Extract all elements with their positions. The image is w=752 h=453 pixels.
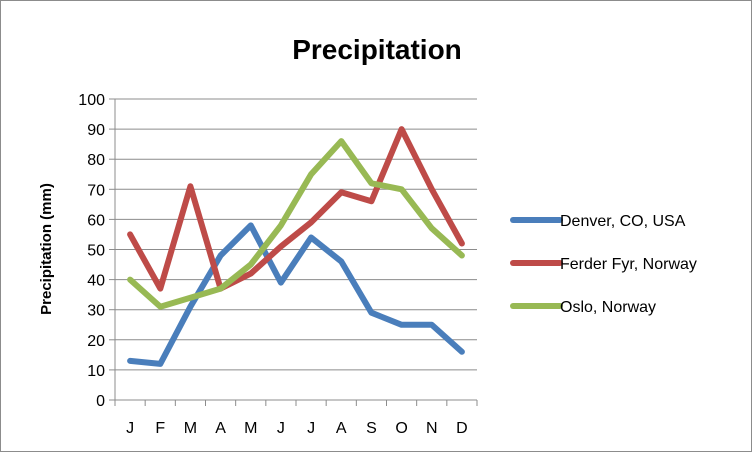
y-tick-label: 90	[87, 122, 105, 139]
x-tick-label: M	[184, 420, 197, 437]
series-line-1	[127, 222, 465, 367]
y-tick-labels: 0 10 20 30 40 50 60 70 80 90 100	[78, 92, 105, 410]
y-tick-label: 100	[78, 92, 105, 109]
legend-label: Denver, CO, USA	[560, 213, 686, 230]
series-line-2	[127, 126, 465, 292]
y-tick-label: 70	[87, 182, 105, 199]
axes	[109, 98, 478, 406]
x-tick-label: D	[456, 420, 468, 437]
x-tick-label: J	[126, 420, 134, 437]
y-tick-label: 30	[87, 303, 105, 320]
x-tick-label: M	[244, 420, 257, 437]
series-lines	[127, 126, 465, 367]
y-axis-title: Precipitation (mm)	[38, 183, 55, 315]
x-tick-label: A	[215, 420, 226, 437]
x-tick-label: O	[395, 420, 407, 437]
x-tick-label: J	[277, 420, 285, 437]
series-line-3	[127, 138, 465, 310]
y-tick-label: 50	[87, 243, 105, 260]
legend-label: Oslo, Norway	[560, 299, 656, 316]
x-tick-label: J	[307, 420, 315, 437]
x-tick-label: A	[336, 420, 347, 437]
legend-label: Ferder Fyr, Norway	[560, 256, 697, 273]
x-tick-label: N	[426, 420, 438, 437]
y-tick-label: 0	[96, 393, 105, 410]
y-tick-label: 20	[87, 333, 105, 350]
chart-title: Precipitation	[292, 34, 462, 65]
legend: Denver, CO, USA Ferder Fyr, Norway Oslo, N…	[510, 213, 697, 316]
y-tick-label: 40	[87, 273, 105, 290]
y-tick-label: 60	[87, 212, 105, 229]
y-tick-label: 10	[87, 363, 105, 380]
x-tick-label: F	[155, 420, 165, 437]
y-tick-label: 80	[87, 152, 105, 169]
x-tick-label: S	[366, 420, 377, 437]
